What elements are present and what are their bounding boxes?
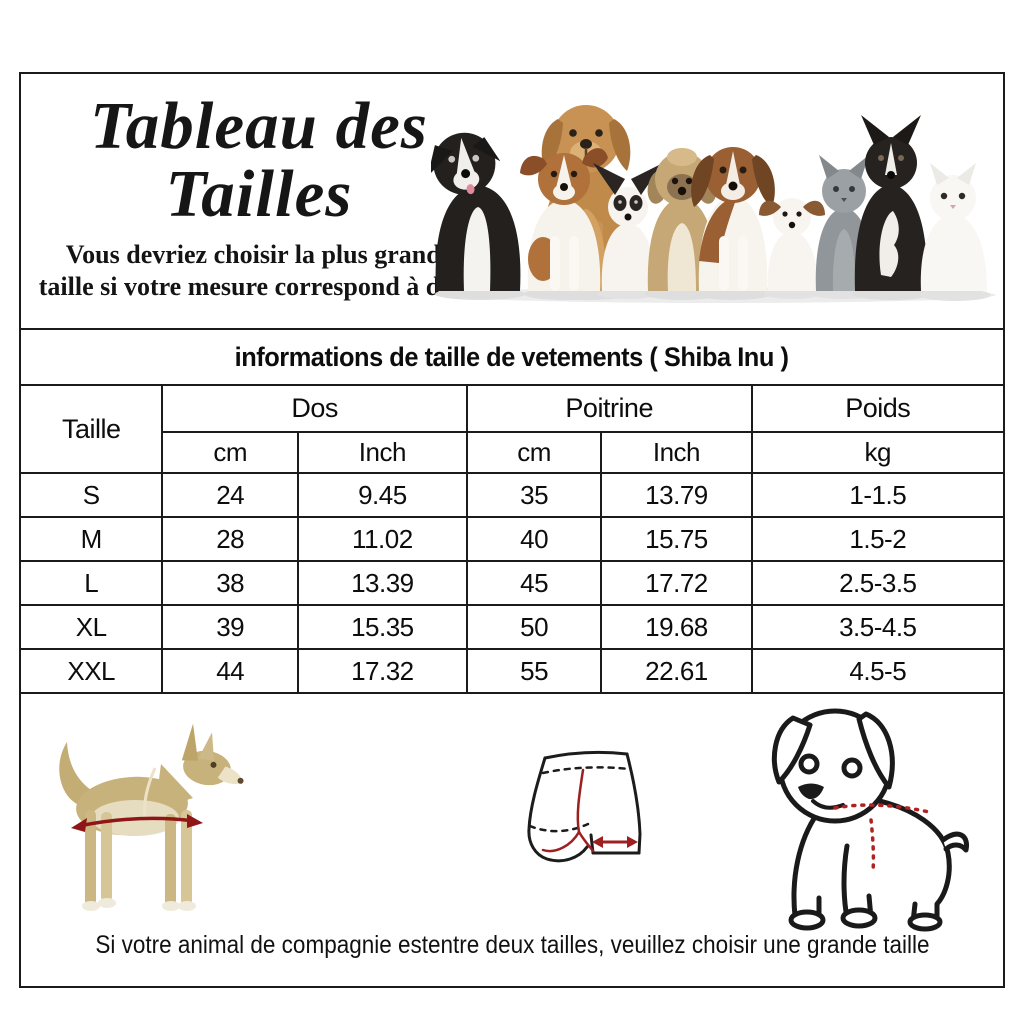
table-title: informations de taille de vetements ( Sh…	[21, 330, 1003, 386]
table-cell: 24	[161, 472, 299, 518]
table-unit-header-row: cm Inch cm Inch kg	[21, 431, 1003, 474]
length-measure-arrow	[71, 814, 203, 832]
neck-back-dotted-lines	[833, 803, 931, 874]
white-cat	[919, 163, 991, 301]
measuring-guide-section: Si votre animal de compagnie estentre de…	[21, 694, 1003, 988]
size-label: XXL	[21, 648, 164, 694]
table-cell: 9.45	[296, 472, 468, 518]
white-puppy	[759, 198, 825, 299]
size-chart-frame: Tableau des Tailles Vous devriez choisir…	[19, 72, 1005, 988]
table-cell: 4.5-5	[750, 648, 1003, 694]
table-cell: 1-1.5	[750, 472, 1003, 518]
page-subtitle-line2: taille si votre mesure correspond à deux	[38, 272, 480, 302]
table-cell: 13.79	[600, 472, 753, 518]
table-cell: 28	[161, 516, 299, 562]
unit-dos-cm: cm	[162, 431, 299, 474]
size-table: informations de taille de vetements ( Sh…	[21, 330, 1003, 694]
unit-poids-kg: kg	[750, 431, 1003, 474]
table-cell: 44	[161, 648, 299, 694]
size-label: L	[21, 560, 164, 606]
header-poids: Poids	[750, 384, 1003, 433]
unit-poitrine-cm: cm	[465, 431, 603, 474]
size-label: S	[21, 472, 164, 518]
table-cell: 15.75	[600, 516, 753, 562]
table-title-row: informations de taille de vetements ( Sh…	[21, 330, 1003, 386]
table-cell: 22.61	[600, 648, 753, 694]
table-cell: 2.5-3.5	[750, 560, 1003, 606]
table-cell: 38	[161, 560, 299, 606]
size-label: M	[21, 516, 164, 562]
table-cell: 35	[465, 472, 603, 518]
jack-russell-terrier	[520, 148, 608, 300]
header-section: Tableau des Tailles Vous devriez choisir…	[21, 74, 1003, 330]
black-dog	[851, 115, 931, 300]
page-title-line1: Tableau des	[90, 89, 428, 163]
measure-dog-illustration	[59, 723, 244, 911]
table-row-l: L 38 13.39 45 17.72 2.5-3.5	[21, 560, 1003, 606]
size-label: XL	[21, 604, 164, 650]
table-cell: 17.32	[296, 648, 468, 694]
table-row-xxl: XXL 44 17.32 55 22.61 4.5-5	[21, 648, 1003, 694]
footer-note: Si votre animal de compagnie estentre de…	[94, 931, 930, 959]
measure-shorts-illustration	[527, 750, 642, 863]
leg-measure-arrow	[592, 836, 638, 848]
header-poitrine: Poitrine	[465, 384, 753, 433]
title-block: Tableau des Tailles Vous devriez choisir…	[33, 92, 485, 304]
table-cell: 11.02	[296, 516, 468, 562]
table-cell: 1.5-2	[750, 516, 1003, 562]
table-cell: 17.72	[600, 560, 753, 606]
table-cell: 15.35	[296, 604, 468, 650]
table-cell: 40	[465, 516, 603, 562]
table-cell: 50	[465, 604, 603, 650]
header-taille: Taille	[21, 384, 164, 474]
table-cell: 19.68	[600, 604, 753, 650]
table-row-xl: XL 39 15.35 50 19.68 3.5-4.5	[21, 604, 1003, 650]
table-cell: 39	[161, 604, 299, 650]
page-subtitle: Vous devriez choisir la plus grande tail…	[33, 239, 485, 304]
table-cell: 55	[465, 648, 603, 694]
table-cell: 13.39	[296, 560, 468, 606]
pets-group-photo	[431, 105, 996, 303]
page-title-line2: Tailles	[165, 157, 353, 232]
table-cell: 3.5-4.5	[750, 604, 1003, 650]
unit-poitrine-inch: Inch	[600, 431, 753, 474]
page-title: Tableau des Tailles	[33, 92, 485, 229]
header-dos: Dos	[161, 384, 468, 433]
unit-dos-inch: Inch	[296, 431, 468, 474]
size-table-section: informations de taille de vetements ( Sh…	[21, 330, 1003, 694]
table-group-header-row: Taille Dos Poitrine Poids	[21, 384, 1003, 474]
beagle-dog	[691, 147, 775, 300]
table-row-s: S 24 9.45 35 13.79 1-1.5	[21, 472, 1003, 518]
border-collie	[431, 132, 525, 300]
table-row-m: M 28 11.02 40 15.75 1.5-2	[21, 516, 1003, 562]
page-subtitle-line1: Vous devriez choisir la plus grande	[65, 239, 453, 269]
measure-puppy-illustration	[771, 708, 970, 932]
table-cell: 45	[465, 560, 603, 606]
papillon-dog	[593, 163, 663, 299]
inseam-measure-line	[541, 768, 595, 853]
